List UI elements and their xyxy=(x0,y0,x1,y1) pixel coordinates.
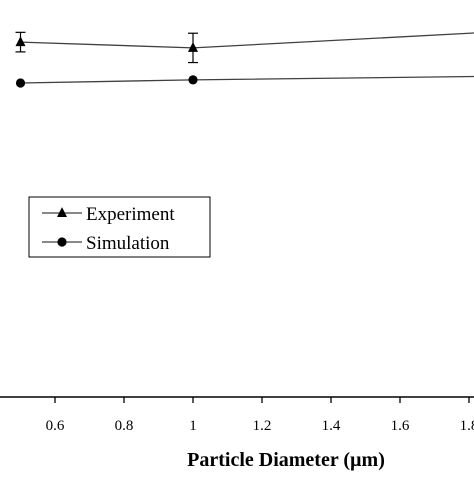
x-ticks-group: 0.6 0.8 1 1.2 1.4 1.6 1.8 xyxy=(46,397,474,434)
x-tick-label: 1.2 xyxy=(253,418,272,434)
experiment-point xyxy=(16,36,26,46)
x-tick-label: 1.4 xyxy=(322,418,341,434)
series-group xyxy=(16,26,474,87)
x-axis-title: Particle Diameter (µm) xyxy=(187,449,385,471)
legend-simulation-marker xyxy=(57,237,66,246)
x-tick-label: 1.8 xyxy=(460,418,474,434)
x-tick-label: 1 xyxy=(189,418,197,434)
simulation-point xyxy=(188,75,197,84)
simulation-line xyxy=(21,76,474,83)
legend-experiment-label: Experiment xyxy=(86,204,175,225)
axes-group: 0.6 0.8 1 1.2 1.4 1.6 1.8 Particle Diameter (µ… xyxy=(0,397,474,471)
simulation-point xyxy=(16,78,25,87)
experiment-line xyxy=(21,32,474,48)
x-tick-label: 1.6 xyxy=(391,418,410,434)
legend-simulation-label: Simulation xyxy=(86,233,170,254)
x-tick-label: 0.6 xyxy=(46,418,65,434)
experiment-point xyxy=(188,42,198,52)
legend: Experiment Simulation xyxy=(29,197,210,257)
x-tick-label: 0.8 xyxy=(115,418,134,434)
